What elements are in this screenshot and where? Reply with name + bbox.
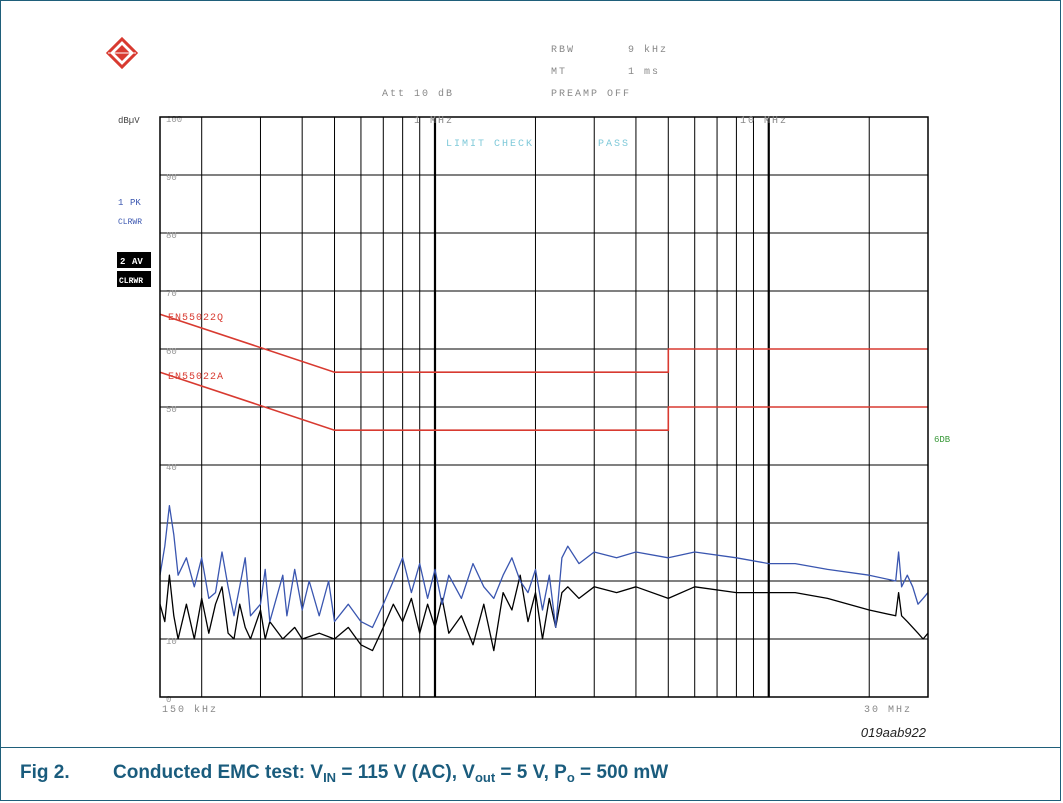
chart-grid [160, 116, 928, 698]
trace2-detector: CLRWR [119, 277, 143, 286]
y-tick-label: 80 [166, 231, 177, 241]
limit-lines [159, 313, 928, 431]
y-tick-labels: 0 10 40 50 60 70 80 90 100 [166, 115, 182, 705]
figure-id: 019aab922 [861, 725, 927, 740]
caption-sub-1: IN [323, 770, 337, 785]
y-tick-label: 0 [166, 695, 171, 705]
traces [159, 504, 929, 652]
trace1-detector: CLRWR [118, 218, 142, 227]
frame-divider [0, 747, 1061, 748]
limit-name-q: EN55022Q [168, 313, 224, 324]
trace2-mode-label: AV [132, 257, 143, 267]
y-tick-label: 70 [166, 289, 177, 299]
caption-sub-2: out [474, 770, 496, 785]
caption-text-3: = 5 V, P [495, 762, 567, 783]
threshold-label: 6DB [934, 435, 951, 445]
limit-check-label: LIMIT CHECK [446, 139, 534, 150]
caption-text-1: Conducted EMC test: V [113, 762, 324, 783]
instrument-logo-icon [105, 36, 139, 70]
limit-name-a: EN55022A [168, 372, 224, 383]
trace2-badge [117, 252, 151, 268]
y-tick-label: 10 [166, 637, 177, 647]
trace-av [159, 574, 929, 652]
trace-pk [159, 504, 929, 629]
rbw-label: RBW [551, 45, 575, 56]
trace2-detector-badge [117, 271, 151, 287]
emc-spectrum-chart: RBW 9 kHz MT 1 ms Att 10 dB PREAMP OFF d… [105, 36, 951, 740]
plot-border [159, 116, 929, 698]
preamp-label: PREAMP OFF [551, 89, 631, 100]
y-tick-label: 100 [166, 115, 182, 125]
limit-line [159, 313, 928, 373]
x-label-stop: 30 MHz [864, 705, 912, 716]
figure-label: Fig 2. [20, 762, 70, 783]
y-tick-label: 50 [166, 405, 177, 415]
y-tick-label: 90 [166, 173, 177, 183]
trace1-mode-label: PK [130, 198, 141, 208]
rbw-value: 9 kHz [628, 44, 668, 56]
y-tick-label: 40 [166, 463, 177, 473]
limit-check-result: PASS [598, 139, 630, 150]
x-label-10mhz: 10 MHz [740, 116, 788, 127]
caption-text-2: = 115 V (AC), V [336, 762, 475, 783]
trace1-mode: 1 [118, 198, 123, 208]
y-tick-label: 60 [166, 347, 177, 357]
att-label: Att 10 dB [382, 88, 454, 100]
trace2-mode: 2 [120, 257, 125, 267]
figure-caption: Fig 2. Conducted EMC test: VIN = 115 V (A… [20, 756, 668, 790]
x-label-1mhz: 1 MHz [414, 116, 454, 127]
mt-value: 1 ms [628, 67, 660, 78]
y-unit-label: dBµV [118, 116, 140, 126]
x-label-start: 150 kHz [162, 704, 218, 716]
limit-line [159, 371, 928, 431]
caption-sub-3: o [566, 770, 575, 785]
caption-text-4: = 500 mW [574, 762, 669, 783]
mt-label: MT [551, 67, 567, 78]
